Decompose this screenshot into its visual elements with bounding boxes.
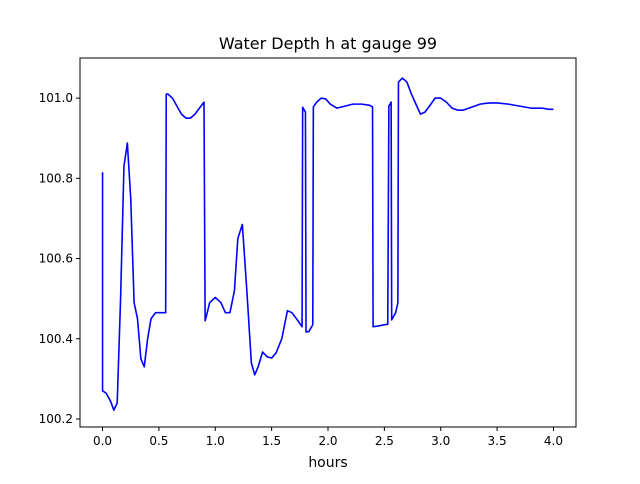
x-tick-label: 1.0 bbox=[206, 434, 225, 448]
plot-frame bbox=[79, 57, 577, 428]
x-tick-label: 2.0 bbox=[318, 434, 337, 448]
y-tick-label: 100.8 bbox=[39, 171, 73, 185]
chart-title: Water Depth h at gauge 99 bbox=[219, 34, 437, 53]
x-tick-label: 1.5 bbox=[262, 434, 281, 448]
axes: 0.0 0.5 1.0 1.5 2.0 2.5 3.0 3.5 4.0 100.2 100.4 100… bbox=[39, 57, 577, 448]
y-tick-label: 100.6 bbox=[39, 252, 73, 266]
series-line-0 bbox=[101, 77, 554, 411]
x-tick-label: 0.0 bbox=[93, 434, 112, 448]
x-tick-label: 3.0 bbox=[431, 434, 450, 448]
y-tick-label: 100.4 bbox=[39, 332, 73, 346]
x-tick-label: 4.0 bbox=[544, 434, 563, 448]
x-tick-label: 2.5 bbox=[375, 434, 394, 448]
x-tick-label: 0.5 bbox=[149, 434, 168, 448]
plot-area bbox=[101, 77, 554, 411]
y-tick-label: 101.0 bbox=[39, 91, 73, 105]
x-axis-label: hours bbox=[308, 455, 347, 471]
x-tick-label: 3.5 bbox=[488, 434, 507, 448]
y-tick-label: 100.2 bbox=[39, 412, 73, 426]
